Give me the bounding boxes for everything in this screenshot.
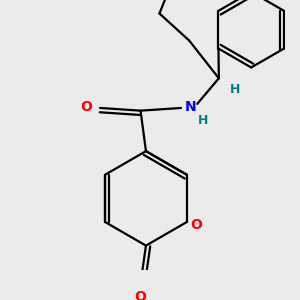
Text: O: O — [135, 290, 146, 300]
Text: N: N — [185, 100, 196, 114]
Text: O: O — [81, 100, 92, 114]
Text: H: H — [197, 114, 208, 127]
Text: O: O — [190, 218, 202, 232]
Text: H: H — [230, 82, 240, 96]
